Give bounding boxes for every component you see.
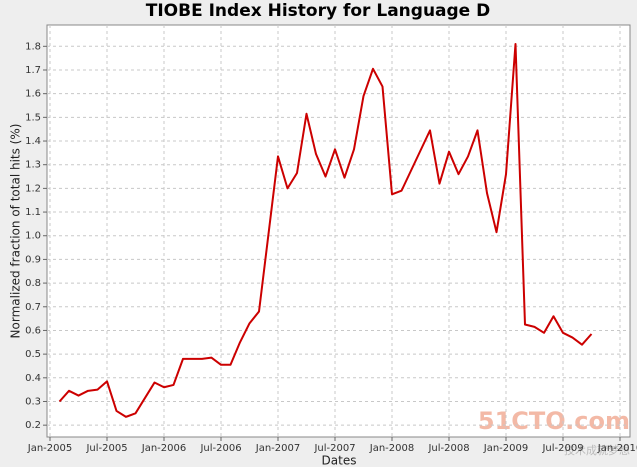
y-tick-label: 0.2 xyxy=(25,420,41,431)
data-line xyxy=(58,42,593,418)
y-tick-label: 1.3 xyxy=(25,160,41,171)
y-tick-label: 0.7 xyxy=(25,302,41,313)
x-tick-label: Jan-2006 xyxy=(141,443,186,454)
y-tick-label: 1.1 xyxy=(25,207,41,218)
x-tick-label: Jan-2010 xyxy=(597,443,637,454)
watermark: 51CTO.com xyxy=(478,407,630,435)
y-tick-label: 1.0 xyxy=(25,231,41,242)
y-tick-label: 1.2 xyxy=(25,183,41,194)
x-axis-label: Dates xyxy=(322,454,357,467)
y-tick-label: 0.5 xyxy=(25,349,41,360)
y-tick-label: 0.3 xyxy=(25,396,41,407)
x-tick-label: Jul-2005 xyxy=(85,443,127,454)
x-tick-label: Jul-2008 xyxy=(427,443,469,454)
x-tick-label: Jan-2009 xyxy=(483,443,528,454)
y-tick-label: 1.4 xyxy=(25,136,41,147)
y-tick-label: 1.8 xyxy=(25,41,41,52)
x-tick-label: Jul-2006 xyxy=(199,443,241,454)
chart-title: TIOBE Index History for Language D xyxy=(146,1,491,21)
y-tick-label: 0.4 xyxy=(25,373,41,384)
watermark-sub: 技术成就梦想 xyxy=(564,443,630,457)
x-tick-label: Jan-2008 xyxy=(369,443,414,454)
x-tick-label: Jan-2007 xyxy=(255,443,300,454)
y-tick-label: 1.5 xyxy=(25,112,41,123)
y-tick-label: 1.6 xyxy=(25,89,41,100)
x-tick-label: Jan-2005 xyxy=(27,443,72,454)
y-tick-label: 0.6 xyxy=(25,325,41,336)
plot-area xyxy=(46,24,631,438)
y-axis-label: Normalized fraction of total hits (%) xyxy=(9,124,23,339)
y-tick-label: 1.7 xyxy=(25,65,41,76)
x-tick-label: Jul-2009 xyxy=(541,443,583,454)
y-tick-label: 0.8 xyxy=(25,278,41,289)
y-tick-label: 0.9 xyxy=(25,254,41,265)
x-tick-label: Jul-2007 xyxy=(313,443,355,454)
